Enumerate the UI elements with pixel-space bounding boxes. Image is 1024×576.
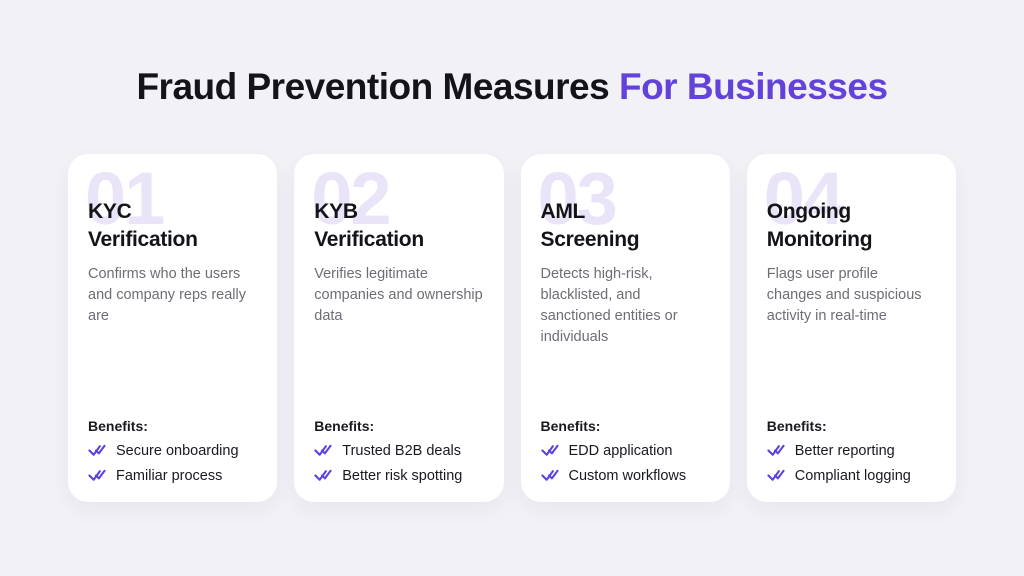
double-check-icon [314,469,332,483]
benefits-label: Benefits: [314,418,375,434]
card-number-watermark: 01 [85,157,165,240]
card-number-watermark: 03 [537,157,618,240]
benefits-section: Benefits: Secure onboarding Familiar pro… [88,418,257,484]
benefit-label: Better reporting [794,443,895,459]
card-description: Detects high-risk, blacklisted, and sanc… [540,266,678,345]
card-description: Confirms who the users and company reps … [88,266,246,324]
card-aml-screening: 03 AML Screening Detects high-risk, blac… [520,154,730,502]
double-check-icon [767,444,785,458]
benefits-section: Benefits: Trusted B2B deals Better risk … [314,418,483,484]
benefits-label: Benefits: [88,418,148,434]
double-check-icon [767,469,785,483]
benefit-label: Better risk spotting [342,468,463,484]
benefit-label: Familiar process [116,468,223,484]
benefits-label: Benefits: [766,418,827,434]
card-kyb-verification: 02 KYB Verification Verifies legitimate … [294,154,504,502]
card-title: AML Screening [540,200,640,251]
card-title: KYB Verification [314,200,424,251]
double-check-icon [314,444,332,458]
benefit-item: Trusted B2B deals [314,443,483,459]
benefit-item: Familiar process [88,468,257,484]
benefit-label: Secure onboarding [116,443,239,459]
benefit-item: Better reporting [767,443,936,459]
card-number-watermark: 04 [763,157,844,240]
benefit-label: Compliant logging [794,468,911,484]
benefit-item: Better risk spotting [314,468,483,484]
page-title-main: Fraud Prevention Measures [136,66,610,107]
page-title-accent: For Businesses [618,66,888,107]
card-title: Ongoing Monitoring [766,200,873,251]
card-title: KYC Verification [88,200,198,251]
benefits-label: Benefits: [540,418,601,434]
double-check-icon [540,469,559,483]
benefits-section: Benefits: EDD application Custom workflo… [541,418,710,484]
card-description: Flags user profile changes and suspiciou… [766,266,922,324]
benefit-label: Trusted B2B deals [342,443,461,459]
benefit-label: Custom workflows [568,468,687,484]
card-kyc-verification: 01 KYC Verification Confirms who the use… [68,154,278,502]
benefit-label: EDD application [568,443,673,459]
double-check-icon [88,444,106,458]
page-title: Fraud Prevention Measures For Businesses [0,64,1024,110]
benefits-section: Benefits: Better reporting Compliant log… [767,418,936,484]
card-description: Verifies legitimate companies and owners… [314,266,483,324]
cards-row: 01 KYC Verification Confirms who the use… [0,154,1024,502]
double-check-icon [540,444,559,458]
benefit-item: Custom workflows [540,468,710,484]
double-check-icon [88,469,106,483]
card-ongoing-monitoring: 04 Ongoing Monitoring Flags user profile… [746,154,956,502]
benefit-item: EDD application [540,443,710,459]
benefit-item: Secure onboarding [88,443,257,459]
card-number-watermark: 02 [311,157,391,240]
benefit-item: Compliant logging [767,468,936,484]
